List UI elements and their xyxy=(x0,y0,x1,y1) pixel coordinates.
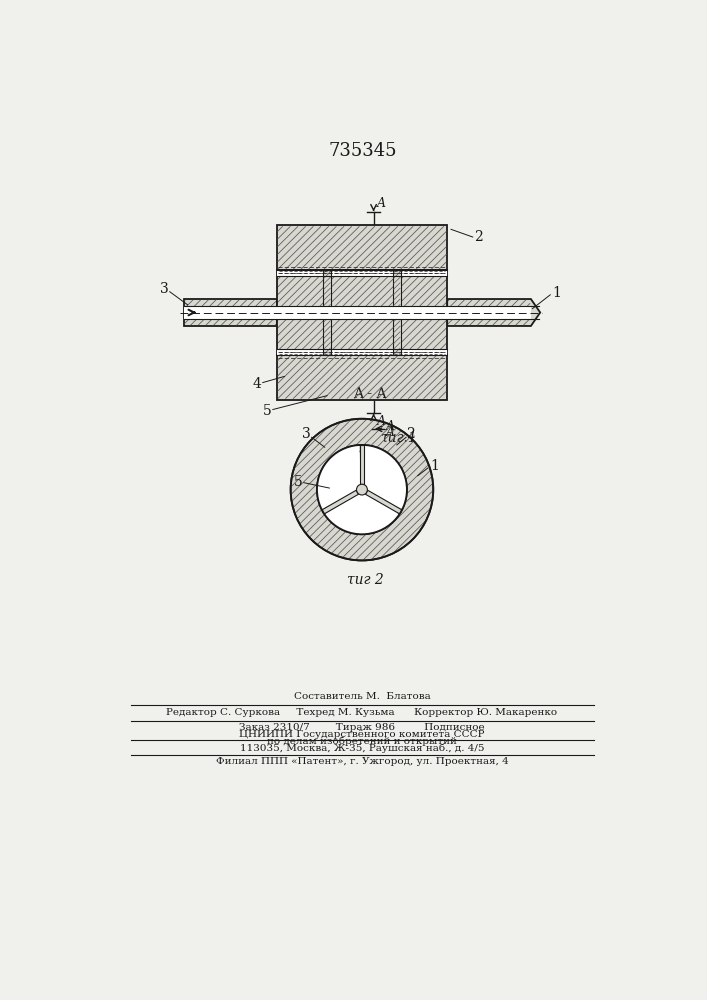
Polygon shape xyxy=(326,490,398,533)
Text: Составитель М.  Блатова: Составитель М. Блатова xyxy=(293,692,431,701)
Bar xyxy=(276,225,448,270)
Text: Редактор С. Суркова     Техред М. Кузьма      Корректор Ю. Макаренко: Редактор С. Суркова Техред М. Кузьма Кор… xyxy=(166,708,558,717)
Circle shape xyxy=(317,445,407,534)
Text: 4: 4 xyxy=(253,377,262,391)
Text: 3: 3 xyxy=(302,427,310,441)
Bar xyxy=(184,306,531,319)
Polygon shape xyxy=(448,299,540,326)
Text: 2: 2 xyxy=(406,427,414,441)
Text: A: A xyxy=(386,420,395,433)
Bar xyxy=(276,355,448,400)
Text: 3: 3 xyxy=(160,282,169,296)
Bar xyxy=(323,270,331,355)
Bar xyxy=(184,299,276,326)
Bar xyxy=(393,270,401,355)
Polygon shape xyxy=(322,490,358,514)
Text: Заказ 2310/7        Тираж 986         Подписное: Заказ 2310/7 Тираж 986 Подписное xyxy=(239,723,485,732)
Text: A: A xyxy=(378,197,387,210)
Text: A: A xyxy=(378,415,387,428)
Text: 2: 2 xyxy=(474,230,483,244)
Bar xyxy=(276,270,448,276)
Text: 113035, Москва, Ж-35, Раушская наб., д. 4/5: 113035, Москва, Ж-35, Раушская наб., д. … xyxy=(240,744,484,753)
Text: τиг.1: τиг.1 xyxy=(380,431,416,445)
Bar xyxy=(276,319,448,355)
Text: 735345: 735345 xyxy=(329,142,397,160)
Text: 5: 5 xyxy=(294,475,303,489)
Polygon shape xyxy=(366,490,402,514)
Polygon shape xyxy=(317,446,362,508)
Text: 1: 1 xyxy=(552,286,561,300)
Polygon shape xyxy=(360,445,364,484)
Bar xyxy=(276,270,448,355)
Bar xyxy=(276,349,448,355)
Text: по делам изобретений и открытий: по делам изобретений и открытий xyxy=(267,737,457,746)
Bar xyxy=(276,270,448,306)
Text: Филиал ППП «Патент», г. Ужгород, ул. Проектная, 4: Филиал ППП «Патент», г. Ужгород, ул. Про… xyxy=(216,757,508,766)
Text: ЦНИИПИ Государствённого комитета СССР: ЦНИИПИ Государствённого комитета СССР xyxy=(239,730,485,739)
Polygon shape xyxy=(362,446,406,508)
Text: A: A xyxy=(386,426,395,439)
Circle shape xyxy=(356,484,368,495)
Text: 1: 1 xyxy=(430,460,439,474)
Text: 5: 5 xyxy=(263,404,271,418)
Circle shape xyxy=(291,419,433,560)
Text: τиг 2: τиг 2 xyxy=(347,573,384,587)
Text: A - A: A - A xyxy=(353,387,387,401)
